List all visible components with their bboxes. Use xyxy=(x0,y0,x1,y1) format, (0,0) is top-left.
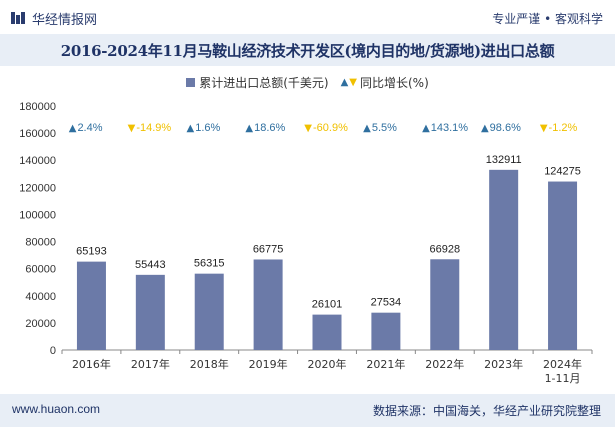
x-tick-label: 2016年 xyxy=(72,357,111,371)
growth-up-icon: ▲ xyxy=(481,123,489,134)
bar xyxy=(548,181,578,350)
legend-growth-item: ▲ ▼ 同比增长(%) xyxy=(341,74,429,91)
data-label: 56315 xyxy=(194,258,225,270)
bar xyxy=(194,273,224,350)
bar xyxy=(253,259,283,350)
y-tick-label: 20000 xyxy=(25,318,56,330)
data-label: 55443 xyxy=(135,259,166,271)
data-label: 65193 xyxy=(76,246,107,258)
bar xyxy=(76,261,106,350)
slogan: 专业严谨 • 客观科学 xyxy=(492,12,603,26)
growth-label: -1.2% xyxy=(549,122,578,134)
bar xyxy=(371,312,401,350)
logo-icon xyxy=(11,12,25,24)
bar xyxy=(135,274,165,350)
legend-bar-item: 累计进出口总额(千美元) xyxy=(186,74,329,91)
title-bar: 2016-2024年11月马鞍山经济技术开发区(境内目的地/货源地)进出口总额 xyxy=(0,34,615,66)
data-label: 124275 xyxy=(544,166,581,178)
data-label: 66775 xyxy=(253,243,284,255)
x-tick-label: 2024年 1-11月 xyxy=(543,357,582,385)
growth-down-icon: ▼ xyxy=(304,123,312,134)
growth-label: -60.9% xyxy=(313,122,348,134)
growth-label: 2.4% xyxy=(77,122,102,134)
x-tick-label: 2019年 xyxy=(249,357,288,371)
y-tick-label: 0 xyxy=(50,345,56,357)
growth-up-icon: ▲ xyxy=(187,123,195,134)
y-tick-label: 140000 xyxy=(19,155,56,167)
growth-up-icon: ▲ xyxy=(363,123,371,134)
growth-down-icon: ▼ xyxy=(540,123,548,134)
growth-label: 98.6% xyxy=(490,122,521,134)
bar xyxy=(430,259,460,350)
growth-label: 1.6% xyxy=(195,122,220,134)
y-tick-label: 120000 xyxy=(19,182,56,194)
legend-down-triangle-icon: ▼ xyxy=(349,77,357,88)
x-tick-label: 2021年 xyxy=(366,357,405,371)
x-tick-label: 2023年 xyxy=(484,357,523,371)
x-tick-label: 2017年 xyxy=(131,357,170,371)
x-tick-label: 2018年 xyxy=(190,357,229,371)
y-tick-label: 100000 xyxy=(19,209,56,221)
footer-website: www.huaon.com xyxy=(12,402,101,416)
footer-source: 数据来源：中国海关，华经产业研究院整理 xyxy=(372,404,601,418)
growth-label: 143.1% xyxy=(431,122,469,134)
bar-chart: 0 20000 40000 60000 80000 100000 120000 140000 1… xyxy=(19,101,593,385)
y-tick-label: 40000 xyxy=(25,291,56,303)
logo-text: 华经情报网 xyxy=(32,12,98,28)
y-tick-label: 60000 xyxy=(25,264,56,276)
logo: 华经情报网 xyxy=(10,8,97,28)
data-label: 27534 xyxy=(371,297,402,309)
top-bar: 华经情报网 专业严谨 • 客观科学 xyxy=(0,0,615,34)
growth-down-icon: ▼ xyxy=(128,123,136,134)
bar xyxy=(312,314,342,350)
growth-label: 5.5% xyxy=(372,122,397,134)
x-tick-label: 2020年 xyxy=(308,357,347,371)
y-tick-label: 80000 xyxy=(25,237,56,249)
bar xyxy=(489,169,519,350)
legend-up-triangle-icon: ▲ xyxy=(340,77,349,88)
legend-bar-label: 累计进出口总额(千美元) xyxy=(199,76,329,90)
growth-up-icon: ▲ xyxy=(422,123,430,134)
footer: www.huaon.com 数据来源：中国海关，华经产业研究院整理 xyxy=(0,394,615,427)
legend-bar-swatch xyxy=(186,78,196,87)
y-tick-label: 180000 xyxy=(19,101,56,113)
growth-up-icon: ▲ xyxy=(245,123,253,134)
legend-growth-label: 同比增长(%) xyxy=(360,76,429,90)
data-label: 26101 xyxy=(312,299,343,311)
data-label: 132911 xyxy=(486,154,522,166)
legend: 累计进出口总额(千美元) ▲ ▼ 同比增长(%) xyxy=(0,74,615,91)
y-tick-label: 160000 xyxy=(19,128,56,140)
growth-label: 18.6% xyxy=(254,122,285,134)
data-label: 66928 xyxy=(429,243,460,255)
growth-up-icon: ▲ xyxy=(69,123,77,134)
chart-title: 2016-2024年11月马鞍山经济技术开发区(境内目的地/货源地)进出口总额 xyxy=(60,41,555,60)
growth-label: -14.9% xyxy=(136,122,171,134)
x-tick-label: 2022年 xyxy=(425,357,464,371)
